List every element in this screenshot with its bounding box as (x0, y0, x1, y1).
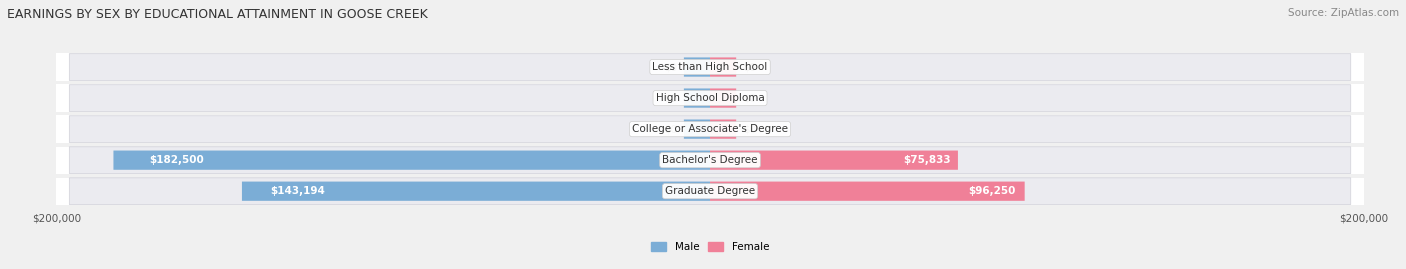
FancyBboxPatch shape (69, 178, 1351, 204)
Bar (56, 115, 1364, 143)
FancyBboxPatch shape (710, 89, 737, 108)
Text: $143,194: $143,194 (270, 186, 325, 196)
FancyBboxPatch shape (683, 119, 710, 139)
Text: $0: $0 (742, 93, 756, 103)
FancyBboxPatch shape (710, 57, 737, 77)
Text: Graduate Degree: Graduate Degree (665, 186, 755, 196)
Text: Source: ZipAtlas.com: Source: ZipAtlas.com (1288, 8, 1399, 18)
Text: $0: $0 (664, 93, 678, 103)
FancyBboxPatch shape (683, 89, 710, 108)
Text: High School Diploma: High School Diploma (655, 93, 765, 103)
FancyBboxPatch shape (710, 151, 957, 170)
FancyBboxPatch shape (114, 151, 710, 170)
FancyBboxPatch shape (69, 85, 1351, 111)
FancyBboxPatch shape (242, 182, 710, 201)
Text: College or Associate's Degree: College or Associate's Degree (633, 124, 787, 134)
Text: $0: $0 (742, 62, 756, 72)
FancyBboxPatch shape (683, 57, 710, 77)
Text: $0: $0 (664, 62, 678, 72)
Text: Bachelor's Degree: Bachelor's Degree (662, 155, 758, 165)
FancyBboxPatch shape (69, 116, 1351, 143)
FancyBboxPatch shape (710, 182, 1025, 201)
Bar (56, 53, 1364, 81)
Text: $0: $0 (742, 124, 756, 134)
Text: $182,500: $182,500 (149, 155, 204, 165)
Text: $0: $0 (664, 124, 678, 134)
Bar (56, 84, 1364, 112)
Legend: Male, Female: Male, Female (647, 238, 773, 256)
Text: EARNINGS BY SEX BY EDUCATIONAL ATTAINMENT IN GOOSE CREEK: EARNINGS BY SEX BY EDUCATIONAL ATTAINMEN… (7, 8, 427, 21)
Text: $75,833: $75,833 (903, 155, 950, 165)
FancyBboxPatch shape (710, 119, 737, 139)
Text: Less than High School: Less than High School (652, 62, 768, 72)
Bar (56, 178, 1364, 205)
FancyBboxPatch shape (69, 54, 1351, 80)
Text: $96,250: $96,250 (967, 186, 1015, 196)
Bar (56, 147, 1364, 174)
FancyBboxPatch shape (69, 147, 1351, 174)
